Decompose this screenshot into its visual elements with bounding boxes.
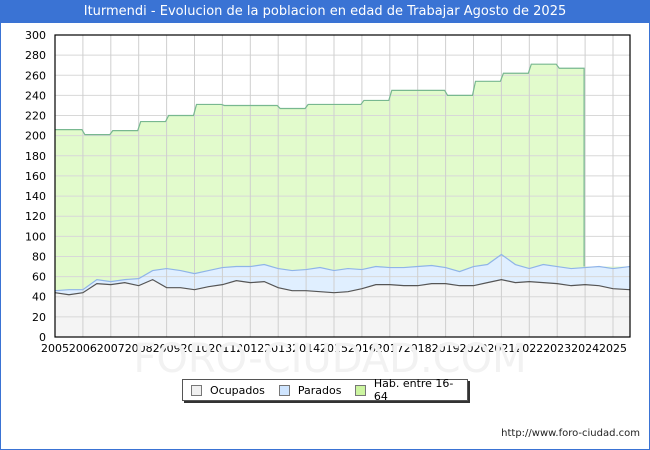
svg-text:2018: 2018 [404,342,432,355]
chart-legend: Ocupados Parados Hab. entre 16-64 [182,377,468,403]
svg-text:2010: 2010 [181,342,209,355]
svg-text:2014: 2014 [292,342,320,355]
svg-text:2005: 2005 [41,342,69,355]
svg-text:60: 60 [32,271,46,284]
svg-text:300: 300 [25,29,46,42]
svg-text:2019: 2019 [432,342,460,355]
svg-text:100: 100 [25,230,46,243]
svg-text:220: 220 [25,110,46,123]
svg-text:2006: 2006 [69,342,97,355]
legend-item-hab: Hab. entre 16-64 [355,377,461,403]
svg-text:40: 40 [32,291,46,304]
legend-item-parados: Parados [278,383,342,397]
svg-text:80: 80 [32,250,46,263]
legend-label: Ocupados [210,383,265,397]
legend-label: Hab. entre 16-64 [373,377,454,403]
svg-text:20: 20 [32,311,46,324]
legend-item-ocupados: Ocupados [191,384,265,397]
svg-text:240: 240 [25,89,46,102]
svg-text:2023: 2023 [543,342,571,355]
legend-swatch-parados [278,384,290,396]
svg-text:2021: 2021 [487,342,515,355]
svg-text:160: 160 [25,170,46,183]
svg-text:260: 260 [25,69,46,82]
svg-text:2024: 2024 [571,342,599,355]
svg-text:2017: 2017 [376,342,404,355]
svg-text:200: 200 [25,130,46,143]
svg-text:280: 280 [25,49,46,62]
svg-text:2020: 2020 [460,342,488,355]
svg-text:140: 140 [25,190,46,203]
svg-text:FORO-CIUDAD.COM: FORO-CIUDAD.COM [133,336,526,382]
svg-text:0: 0 [39,331,46,344]
svg-text:2013: 2013 [264,342,292,355]
chart-title: Iturmendi - Evolucion de la poblacion en… [0,0,650,23]
legend-swatch-ocupados [191,384,202,396]
svg-text:2025: 2025 [599,342,627,355]
svg-text:2016: 2016 [348,342,376,355]
legend-swatch-hab [355,384,366,396]
legend-label: Parados [297,383,342,397]
svg-text:120: 120 [25,210,46,223]
svg-text:2011: 2011 [208,342,236,355]
svg-text:2022: 2022 [515,342,543,355]
svg-text:2007: 2007 [97,342,125,355]
source-url[interactable]: http://www.foro-ciudad.com [501,428,640,439]
svg-text:2015: 2015 [320,342,348,355]
svg-text:2008: 2008 [125,342,153,355]
svg-text:180: 180 [25,150,46,163]
svg-text:2009: 2009 [153,342,181,355]
svg-text:2012: 2012 [236,342,264,355]
